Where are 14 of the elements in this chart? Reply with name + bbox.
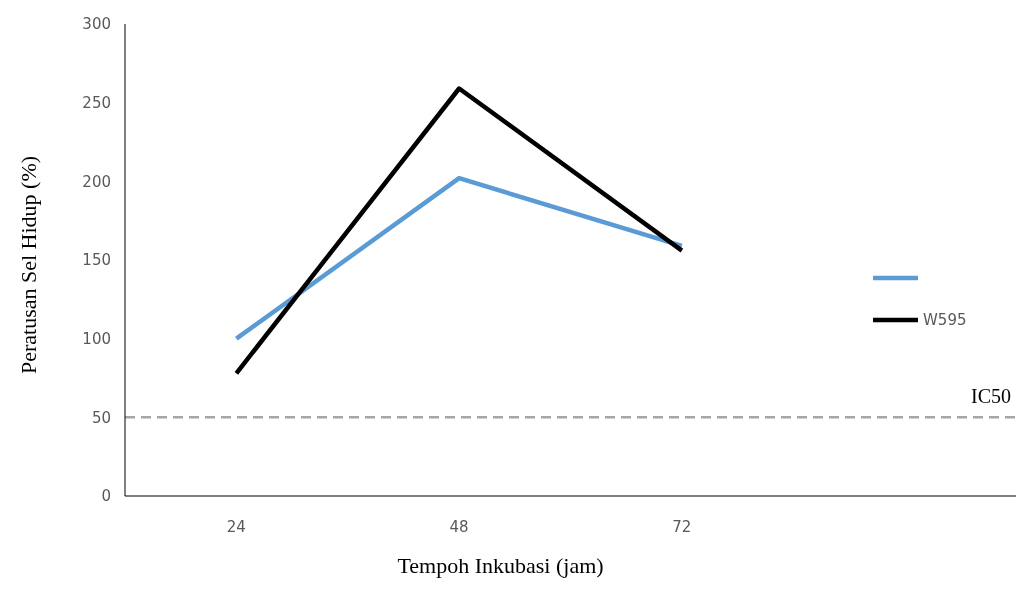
y-axis-title: Peratusan Sel Hidup (%) bbox=[16, 155, 41, 375]
y-tick-label: 200 bbox=[82, 172, 111, 191]
y-tick-label: 0 bbox=[101, 487, 111, 506]
x-tick-label: 24 bbox=[226, 518, 246, 536]
x-tick-label: 72 bbox=[672, 518, 692, 536]
y-tick-label: 150 bbox=[82, 251, 111, 270]
x-tick-label: 48 bbox=[449, 518, 469, 536]
x-axis-title: Tempoh Inkubasi (jam) bbox=[397, 553, 604, 578]
y-tick-label: 250 bbox=[82, 93, 111, 112]
y-tick-label: 100 bbox=[82, 329, 111, 348]
legend-label: W595 bbox=[923, 311, 967, 330]
ref-line-label: IC50 bbox=[971, 385, 1011, 408]
y-tick-label: 50 bbox=[91, 408, 111, 427]
y-tick-label: 300 bbox=[82, 15, 111, 34]
